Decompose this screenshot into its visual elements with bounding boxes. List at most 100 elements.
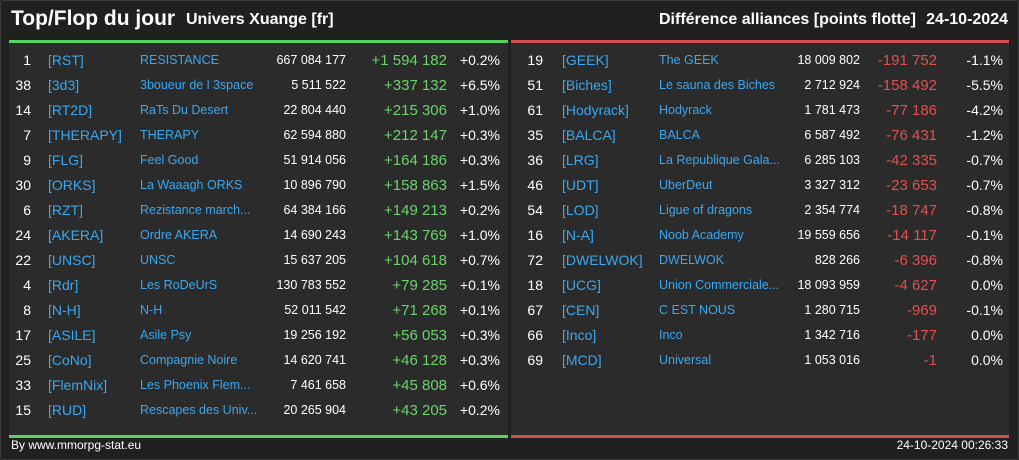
metric-label: Différence alliances [points flotte]: [659, 11, 916, 28]
alliance-name-link[interactable]: Universal: [659, 353, 712, 367]
alliance-tag-link[interactable]: [ORKS]: [48, 177, 96, 193]
alliance-name-link[interactable]: DWELWOK: [659, 253, 725, 267]
alliance-name-link[interactable]: Rescapes des Univ...: [140, 403, 258, 417]
top-row: 1 [RST] RESISTANCE 667 084 177 +1 594 182 +0.…: [9, 48, 508, 73]
flop-row: 19 [GEEK] The GEEK 18 009 802 -191 752 -1.1%: [511, 48, 1009, 73]
alliance-name-link[interactable]: Union Commerciale...: [659, 278, 780, 292]
alliance-tag-link[interactable]: [RT2D]: [48, 102, 93, 118]
alliance-diff-percent: -1.1%: [966, 52, 1003, 68]
alliance-tag-link[interactable]: [LOD]: [562, 202, 599, 218]
alliance-rank: 25: [15, 352, 31, 368]
alliance-name-link[interactable]: RaTs Du Desert: [140, 103, 229, 117]
alliance-points: 130 783 552: [276, 278, 346, 292]
alliance-name-link[interactable]: Noob Academy: [659, 228, 744, 242]
alliance-tag-link[interactable]: [DWELWOK]: [562, 252, 643, 268]
alliance-diff-percent: -4.2%: [966, 102, 1003, 118]
top-row: 30 [ORKS] La Waaagh ORKS 10 896 790 +158 863…: [9, 173, 508, 198]
alliance-name-link[interactable]: La Waaagh ORKS: [140, 178, 243, 192]
alliance-tag-link[interactable]: [Rdr]: [48, 277, 79, 293]
alliance-points: 828 266: [814, 253, 860, 267]
alliance-tag-link[interactable]: [N-A]: [562, 227, 594, 243]
alliance-name-link[interactable]: Hodyrack: [659, 103, 712, 117]
alliance-name-link[interactable]: Rezistance march...: [140, 203, 251, 217]
alliance-tag-link[interactable]: [LRG]: [562, 152, 599, 168]
alliance-name-link[interactable]: Compagnie Noire: [140, 353, 238, 367]
alliance-rank: 72: [527, 252, 543, 268]
alliance-rank: 61: [527, 102, 543, 118]
alliance-diff-percent: +1.0%: [459, 227, 500, 243]
alliance-tag-link[interactable]: [RST]: [48, 52, 84, 68]
alliance-name-link[interactable]: N-H: [140, 303, 163, 317]
alliance-points: 1 053 016: [804, 353, 860, 367]
alliance-rank: 46: [527, 177, 543, 193]
alliance-name-link[interactable]: BALCA: [659, 128, 700, 142]
alliance-tag-link[interactable]: [N-H]: [48, 302, 81, 318]
alliance-name-link[interactable]: UberDeut: [659, 178, 713, 192]
alliance-tag-link[interactable]: [UDT]: [562, 177, 599, 193]
alliance-tag-link[interactable]: [THERAPY]: [48, 127, 122, 143]
alliance-rank: 24: [15, 227, 31, 243]
alliance-diff: -191 752: [877, 52, 937, 69]
alliance-tag-link[interactable]: [UNSC]: [48, 252, 96, 268]
alliance-diff: -1: [923, 352, 937, 369]
alliance-diff-percent: +0.3%: [459, 352, 500, 368]
alliance-name-link[interactable]: RESISTANCE: [140, 53, 219, 67]
alliance-rank: 66: [527, 327, 543, 343]
alliance-diff: -77 186: [886, 102, 937, 119]
alliance-diff: -177: [906, 327, 937, 344]
alliance-points: 19 559 656: [797, 228, 860, 242]
alliance-tag-link[interactable]: [MCD]: [562, 352, 602, 368]
flop-row: 46 [UDT] UberDeut 3 327 312 -23 653 -0.7%: [511, 173, 1009, 198]
alliance-points: 20 265 904: [283, 403, 346, 417]
alliance-tag-link[interactable]: [RUD]: [48, 402, 87, 418]
alliance-tag-link[interactable]: [3d3]: [48, 77, 80, 93]
alliance-tag-link[interactable]: [FlemNix]: [48, 377, 108, 393]
footer-source[interactable]: By www.mmorpg-stat.eu: [11, 438, 142, 452]
alliance-name-link[interactable]: Le sauna des Biches: [659, 78, 776, 92]
alliance-name-link[interactable]: La Republique Gala...: [659, 153, 780, 167]
alliance-rank: 17: [15, 327, 31, 343]
alliance-rank: 35: [527, 127, 543, 143]
alliance-points: 19 256 192: [283, 328, 346, 342]
alliance-tag-link[interactable]: [RZT]: [48, 202, 83, 218]
flop-row: 51 [Biches] Le sauna des Biches 2 712 924 -1…: [511, 73, 1009, 98]
alliance-name-link[interactable]: 3boueur de l 3space: [140, 78, 254, 92]
flop-row: 67 [CEN] C EST NOUS 1 280 715 -969 -0.1%: [511, 298, 1009, 323]
top-row: 24 [AKERA] Ordre AKERA 14 690 243 +143 769 +1…: [9, 223, 508, 248]
alliance-tag-link[interactable]: [Inco]: [562, 327, 597, 343]
alliance-tag-link[interactable]: [Hodyrack]: [562, 102, 629, 118]
alliance-name-link[interactable]: Ligue of dragons: [659, 203, 753, 217]
alliance-tag-link[interactable]: [GEEK]: [562, 52, 609, 68]
alliance-diff: +337 132: [384, 77, 447, 94]
alliance-name-link[interactable]: Ordre AKERA: [140, 228, 218, 242]
alliance-tag-link[interactable]: [Biches]: [562, 77, 612, 93]
alliance-name-link[interactable]: Inco: [659, 328, 683, 342]
top-row: 25 [CoNo] Compagnie Noire 14 620 741 +46 128…: [9, 348, 508, 373]
alliance-name-link[interactable]: UNSC: [140, 253, 176, 267]
alliance-points: 6 587 492: [804, 128, 860, 142]
alliance-rank: 16: [527, 227, 543, 243]
alliance-rank: 14: [15, 102, 31, 118]
alliance-name-link[interactable]: The GEEK: [659, 53, 719, 67]
header: Top/Flop du jour Univers Xuange [fr] Dif…: [0, 0, 1019, 40]
alliance-name-link[interactable]: Les Phoenix Flem...: [140, 378, 251, 392]
alliance-points: 22 804 440: [283, 103, 346, 117]
alliance-points: 1 342 716: [804, 328, 860, 342]
alliance-diff: +46 128: [392, 352, 447, 369]
alliance-tag-link[interactable]: [UCG]: [562, 277, 601, 293]
alliance-tag-link[interactable]: [CEN]: [562, 302, 600, 318]
alliance-diff-percent: -5.5%: [966, 77, 1003, 93]
alliance-tag-link[interactable]: [BALCA]: [562, 127, 616, 143]
alliance-tag-link[interactable]: [ASILE]: [48, 327, 96, 343]
top-row: 38 [3d3] 3boueur de l 3space 5 511 522 +337 …: [9, 73, 508, 98]
alliance-diff: +143 769: [384, 227, 447, 244]
alliance-tag-link[interactable]: [CoNo]: [48, 352, 92, 368]
alliance-tag-link[interactable]: [FLG]: [48, 152, 84, 168]
alliance-tag-link[interactable]: [AKERA]: [48, 227, 104, 243]
alliance-name-link[interactable]: THERAPY: [140, 128, 200, 142]
alliance-name-link[interactable]: Asile Psy: [140, 328, 192, 342]
alliance-points: 6 285 103: [804, 153, 860, 167]
alliance-name-link[interactable]: Feel Good: [140, 153, 199, 167]
alliance-name-link[interactable]: Les RoDeUrS: [140, 278, 218, 292]
alliance-name-link[interactable]: C EST NOUS: [659, 303, 736, 317]
